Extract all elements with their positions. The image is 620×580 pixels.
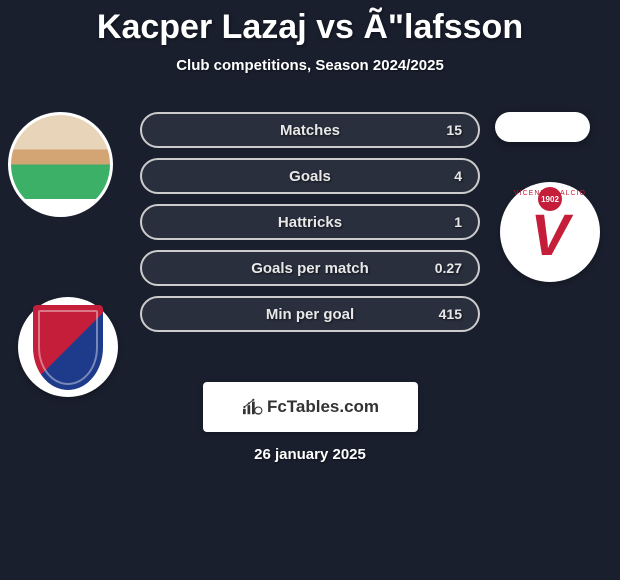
stat-label: Min per goal xyxy=(266,306,354,323)
stat-label: Matches xyxy=(280,122,340,139)
branding-box: FcTables.com xyxy=(203,382,418,432)
stat-right-value: 415 xyxy=(402,306,462,322)
date-text: 26 january 2025 xyxy=(0,446,620,463)
shield-icon xyxy=(33,305,103,390)
player-photo-placeholder xyxy=(11,115,110,214)
stat-right-value: 0.27 xyxy=(402,260,462,276)
player-right-avatar xyxy=(495,112,590,142)
branding-text: FcTables.com xyxy=(267,397,379,417)
stat-label: Hattricks xyxy=(278,214,342,231)
chart-icon xyxy=(241,398,263,416)
stat-label: Goals xyxy=(289,168,331,185)
page-title: Kacper Lazaj vs Ã"lafsson xyxy=(0,0,620,47)
stat-row-matches: Matches 15 xyxy=(140,112,480,148)
stat-right-value: 4 xyxy=(402,168,462,184)
stat-row-goals-per-match: Goals per match 0.27 xyxy=(140,250,480,286)
team-right-crest: VICENZA CALCIO 1902 V xyxy=(500,182,600,282)
stat-right-value: 1 xyxy=(402,214,462,230)
stat-row-min-per-goal: Min per goal 415 xyxy=(140,296,480,332)
shield-icon: VICENZA CALCIO 1902 V xyxy=(513,192,588,272)
player-left-avatar xyxy=(8,112,113,217)
page-subtitle: Club competitions, Season 2024/2025 xyxy=(0,57,620,74)
crest-letter: V xyxy=(531,207,570,265)
stat-row-goals: Goals 4 xyxy=(140,158,480,194)
stat-label: Goals per match xyxy=(251,260,369,277)
stat-right-value: 15 xyxy=(402,122,462,138)
stat-row-hattricks: Hattricks 1 xyxy=(140,204,480,240)
stats-container: VICENZA CALCIO 1902 V Matches 15 Goals 4… xyxy=(0,112,620,463)
team-left-crest xyxy=(18,297,118,397)
